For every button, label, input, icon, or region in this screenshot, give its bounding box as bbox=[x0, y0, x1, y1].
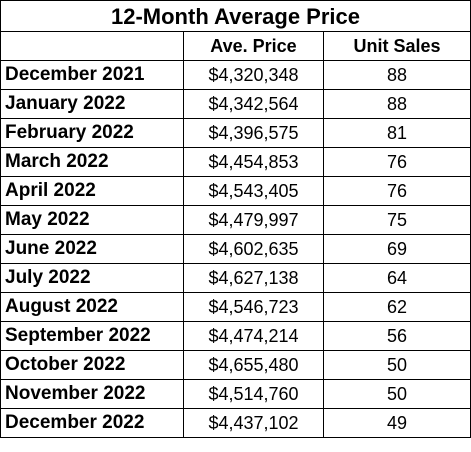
price-cell: $4,655,480 bbox=[183, 350, 324, 380]
price-cell: $4,320,348 bbox=[183, 60, 324, 90]
table-row: July 2022 $4,627,138 64 bbox=[0, 263, 471, 293]
units-cell: 56 bbox=[322, 321, 471, 351]
header-row: Ave. Price Unit Sales bbox=[0, 31, 471, 61]
month-cell: March 2022 bbox=[0, 147, 184, 177]
units-cell: 76 bbox=[322, 176, 471, 206]
units-cell: 69 bbox=[322, 234, 471, 264]
table-row: January 2022 $4,342,564 88 bbox=[0, 89, 471, 119]
table-row: May 2022 $4,479,997 75 bbox=[0, 205, 471, 235]
price-cell: $4,546,723 bbox=[183, 292, 324, 322]
header-month bbox=[0, 31, 184, 61]
price-cell: $4,437,102 bbox=[183, 408, 324, 438]
price-cell: $4,454,853 bbox=[183, 147, 324, 177]
units-cell: 50 bbox=[322, 350, 471, 380]
table-row: September 2022 $4,474,214 56 bbox=[0, 321, 471, 351]
price-cell: $4,396,575 bbox=[183, 118, 324, 148]
month-cell: September 2022 bbox=[0, 321, 184, 351]
units-cell: 81 bbox=[322, 118, 471, 148]
price-cell: $4,514,760 bbox=[183, 379, 324, 409]
table-title: 12-Month Average Price bbox=[0, 0, 471, 32]
table-row: April 2022 $4,543,405 76 bbox=[0, 176, 471, 206]
units-cell: 76 bbox=[322, 147, 471, 177]
units-cell: 75 bbox=[322, 205, 471, 235]
table-row: February 2022 $4,396,575 81 bbox=[0, 118, 471, 148]
units-cell: 49 bbox=[322, 408, 471, 438]
table-row: December 2021 $4,320,348 88 bbox=[0, 60, 471, 90]
header-unit-sales: Unit Sales bbox=[322, 31, 471, 61]
month-cell: November 2022 bbox=[0, 379, 184, 409]
table-row: December 2022 $4,437,102 49 bbox=[0, 408, 471, 438]
month-cell: December 2021 bbox=[0, 60, 184, 90]
header-ave-price: Ave. Price bbox=[183, 31, 324, 61]
price-cell: $4,543,405 bbox=[183, 176, 324, 206]
title-row: 12-Month Average Price bbox=[0, 0, 471, 32]
table-row: November 2022 $4,514,760 50 bbox=[0, 379, 471, 409]
table-row: October 2022 $4,655,480 50 bbox=[0, 350, 471, 380]
price-cell: $4,627,138 bbox=[183, 263, 324, 293]
month-cell: July 2022 bbox=[0, 263, 184, 293]
month-cell: December 2022 bbox=[0, 408, 184, 438]
units-cell: 50 bbox=[322, 379, 471, 409]
price-cell: $4,479,997 bbox=[183, 205, 324, 235]
table-row: August 2022 $4,546,723 62 bbox=[0, 292, 471, 322]
month-cell: April 2022 bbox=[0, 176, 184, 206]
month-cell: June 2022 bbox=[0, 234, 184, 264]
price-cell: $4,602,635 bbox=[183, 234, 324, 264]
month-cell: August 2022 bbox=[0, 292, 184, 322]
average-price-table: 12-Month Average Price Ave. Price Unit S… bbox=[0, 0, 471, 438]
price-cell: $4,342,564 bbox=[183, 89, 324, 119]
price-cell: $4,474,214 bbox=[183, 321, 324, 351]
month-cell: May 2022 bbox=[0, 205, 184, 235]
units-cell: 88 bbox=[322, 89, 471, 119]
table-body: December 2021 $4,320,348 88 January 2022… bbox=[0, 60, 471, 438]
table-row: March 2022 $4,454,853 76 bbox=[0, 147, 471, 177]
month-cell: February 2022 bbox=[0, 118, 184, 148]
month-cell: January 2022 bbox=[0, 89, 184, 119]
units-cell: 64 bbox=[322, 263, 471, 293]
table-row: June 2022 $4,602,635 69 bbox=[0, 234, 471, 264]
units-cell: 62 bbox=[322, 292, 471, 322]
month-cell: October 2022 bbox=[0, 350, 184, 380]
units-cell: 88 bbox=[322, 60, 471, 90]
